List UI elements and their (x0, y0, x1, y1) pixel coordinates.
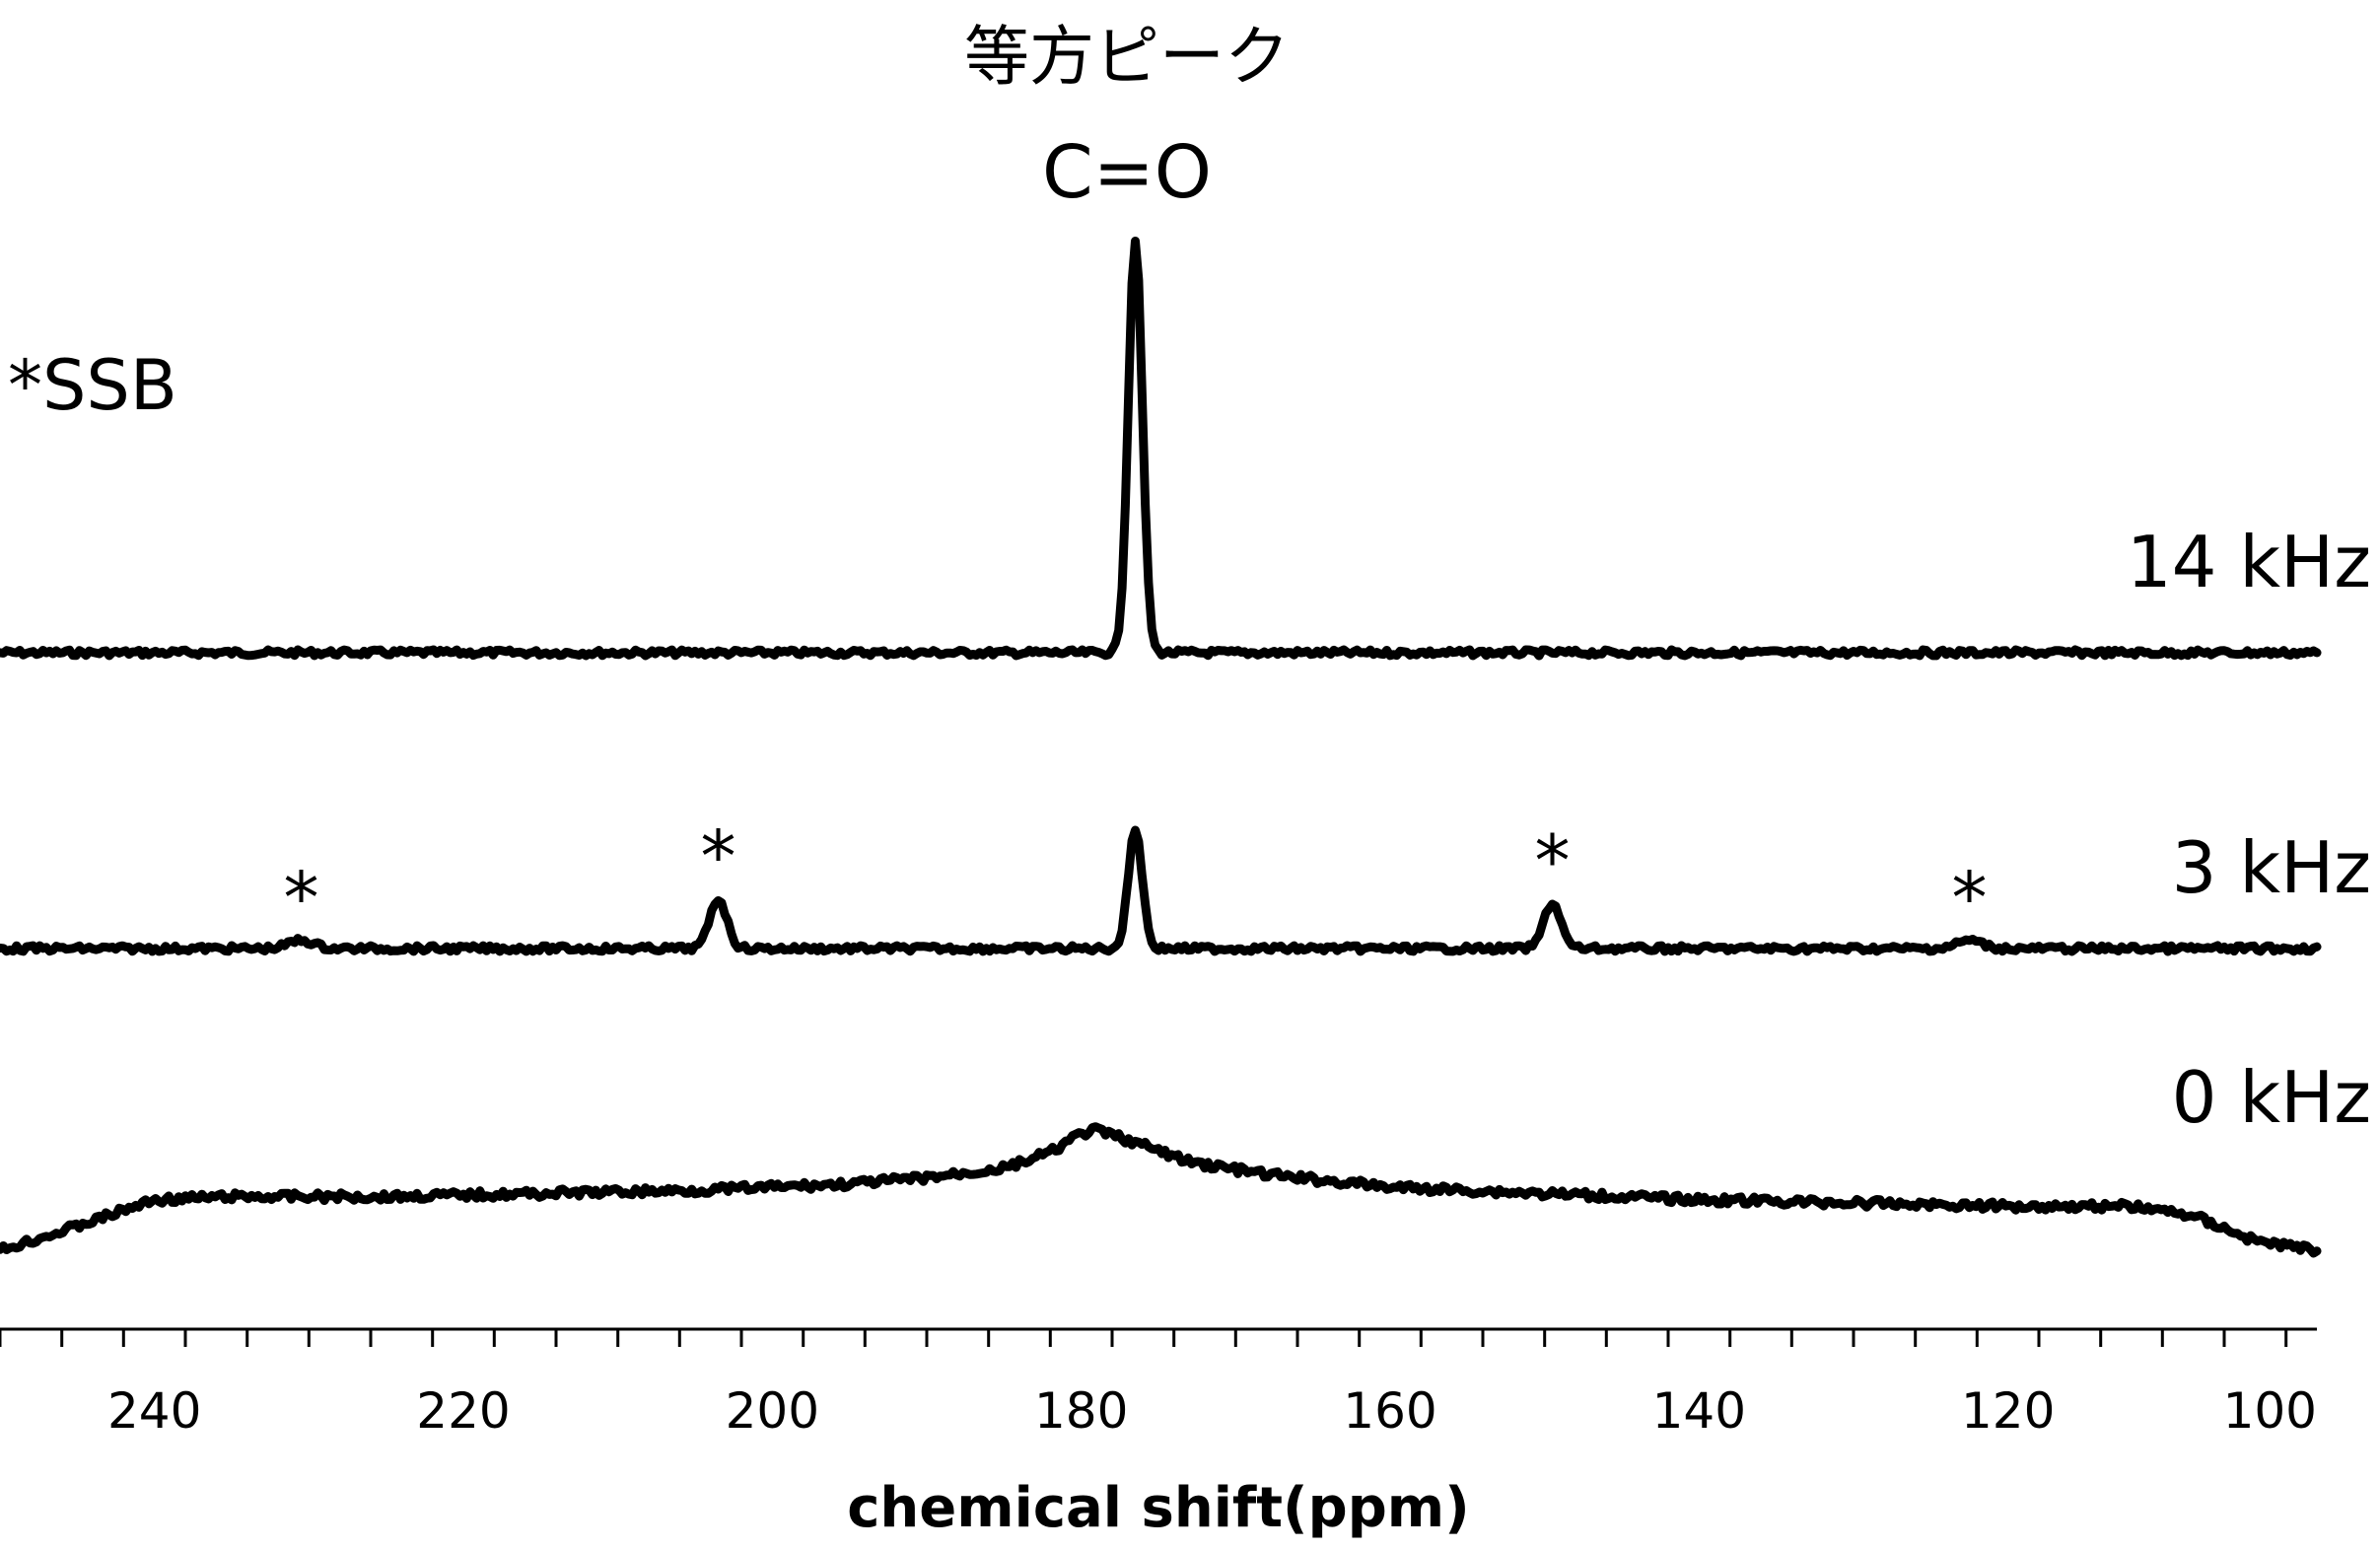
x-axis-tick-labels: 240 220 200 180 160 140 120 100 (107, 1382, 2317, 1440)
ssb-note: *SSB (8, 345, 177, 426)
x-tick-label: 140 (1652, 1382, 1746, 1440)
x-axis-label: chemical shift(ppm) (847, 1476, 1470, 1540)
peak-label: C=O (1042, 130, 1212, 215)
x-tick-label: 100 (2223, 1382, 2317, 1440)
trace-3-khz (0, 825, 2322, 956)
x-tick-label: 240 (107, 1382, 201, 1440)
series-label: 0 kHz (2172, 1056, 2371, 1139)
trace-0-khz (0, 1122, 2322, 1258)
ssb-marker: * (1535, 819, 1571, 902)
ssb-marker: * (701, 815, 736, 898)
series-label: 14 kHz (2127, 521, 2371, 603)
peak-title: 等方ピーク (964, 19, 1290, 95)
ssb-marker: * (284, 857, 319, 940)
ssb-marker: * (1952, 857, 1988, 940)
series-label: 3 kHz (2172, 826, 2371, 909)
x-tick-label: 220 (416, 1382, 510, 1440)
trace-14-khz (0, 237, 2322, 661)
x-tick-label: 160 (1343, 1382, 1436, 1440)
x-tick-label: 200 (726, 1382, 819, 1440)
x-axis-ticks (0, 1329, 2288, 1347)
x-tick-label: 180 (1034, 1382, 1128, 1440)
x-tick-label: 120 (1961, 1382, 2055, 1440)
series-labels: 14 kHz 3 kHz 0 kHz (2127, 521, 2371, 1139)
ssb-markers: * * * * (284, 815, 1988, 940)
spectrum-traces (0, 237, 2322, 1258)
